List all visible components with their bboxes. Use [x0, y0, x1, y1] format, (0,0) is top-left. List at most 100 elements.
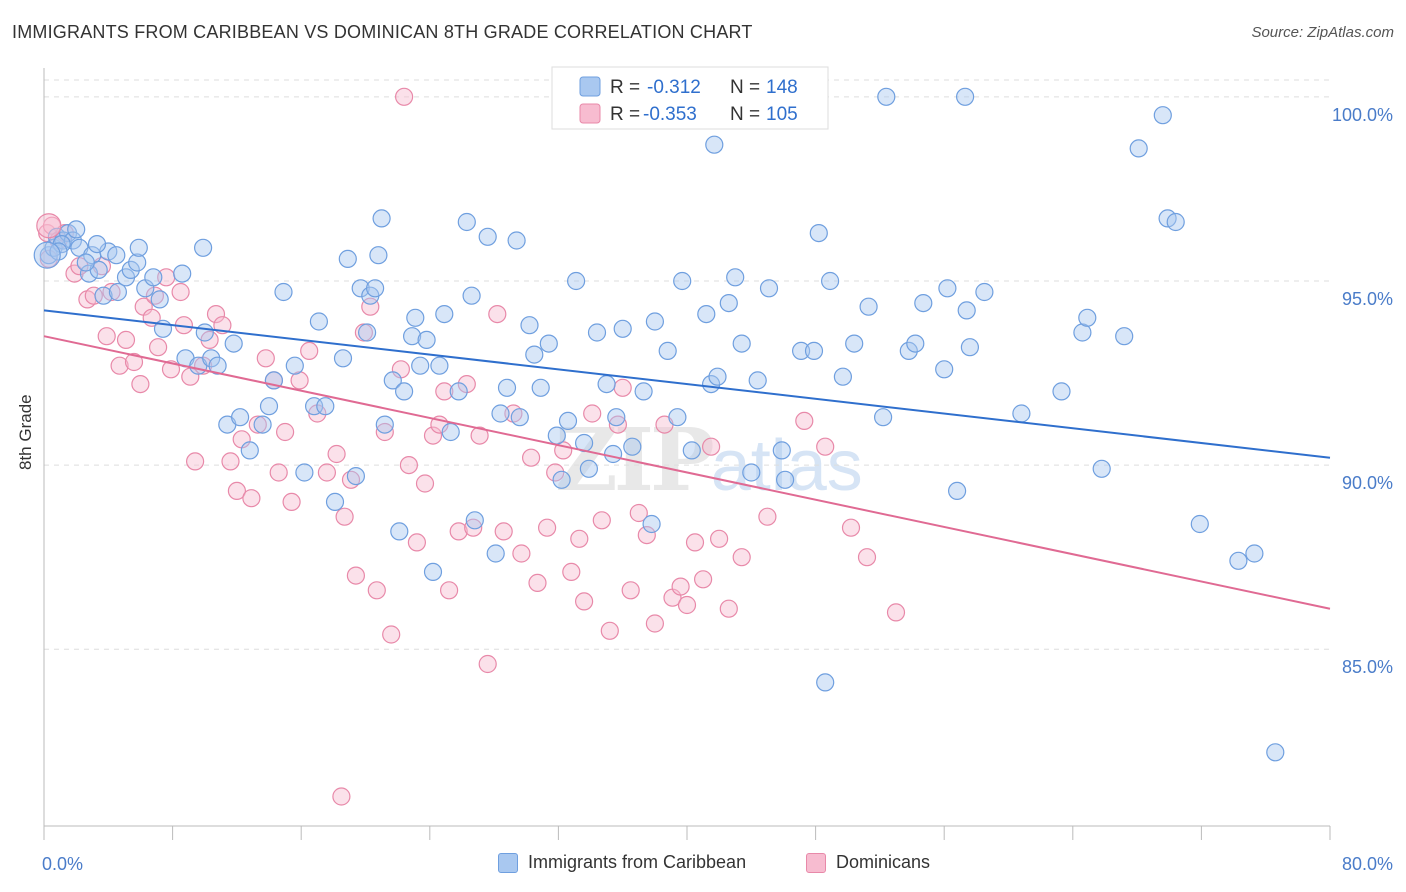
dominican-point [494, 522, 513, 541]
caribbean-point [705, 135, 724, 154]
dominican-point [886, 603, 906, 622]
caribbean-point [403, 327, 422, 346]
caribbean-point [366, 279, 385, 298]
dominican-point [637, 525, 656, 545]
dominican-point [570, 529, 589, 548]
caribbean-point [457, 212, 476, 232]
caribbean-point [129, 238, 148, 257]
legend-item-caribbean: Immigrants from Caribbean [498, 852, 746, 873]
caribbean-point [791, 341, 811, 360]
caribbean-point [682, 441, 701, 460]
dominican-point [795, 411, 814, 430]
caribbean-point [76, 253, 95, 272]
caribbean-point [316, 397, 335, 416]
caribbean-point [346, 467, 365, 486]
caribbean-point [338, 249, 357, 268]
legend-n-label-1: N = [730, 77, 760, 98]
caribbean-point [435, 305, 454, 324]
dominican-point [300, 341, 319, 360]
caribbean-point [406, 308, 425, 327]
caribbean-point [906, 334, 925, 353]
caribbean-point [833, 367, 853, 386]
caribbean-point [1012, 404, 1031, 423]
caribbean-point [372, 209, 391, 228]
caribbean-point [150, 290, 169, 309]
trend-line-caribbean [43, 309, 1331, 459]
caribbean-point [208, 356, 227, 375]
dominican-point [440, 581, 459, 600]
legend-n-value-1: 148 [766, 77, 798, 98]
y-tick-label: 95.0% [1342, 289, 1393, 309]
x-tick-label-max: 80.0% [1342, 854, 1393, 874]
caribbean-point [955, 87, 975, 106]
legend-r-label-2: R = [610, 104, 640, 125]
caribbean-point [107, 246, 126, 265]
dominican-point [512, 544, 531, 563]
caribbean-point [708, 367, 727, 386]
caribbean-point [816, 673, 835, 692]
legend-r-label-1: R = [610, 77, 640, 98]
dominican-point [407, 533, 426, 552]
caribbean-point [259, 397, 279, 416]
dominican-point [719, 599, 738, 618]
dominican-point [97, 327, 116, 346]
caribbean-point [697, 305, 716, 324]
caribbean-point [607, 408, 626, 427]
legend-label-dominicans: Dominicans [836, 852, 931, 872]
caribbean-point [935, 360, 954, 379]
dominican-point [600, 621, 619, 640]
caribbean-point [539, 334, 558, 353]
dominican-point [592, 511, 611, 530]
bottom-legend: Immigrants from Caribbean Dominicans [0, 852, 1406, 878]
caribbean-point [507, 231, 526, 250]
caribbean-point [224, 334, 243, 353]
dominican-point [537, 518, 557, 537]
dominican-point [562, 562, 581, 582]
dominican-point [546, 463, 565, 482]
dominican-point [478, 654, 497, 674]
caribbean-point [1052, 382, 1071, 401]
caribbean-point [423, 562, 443, 582]
caribbean-point [417, 330, 436, 349]
caribbean-point [1115, 327, 1134, 346]
caribbean-point [33, 241, 61, 269]
caribbean-point [375, 415, 394, 434]
dominican-point [732, 548, 751, 567]
dominican-point [131, 375, 150, 394]
caribbean-point [938, 279, 957, 298]
dominican-point [375, 422, 394, 442]
caribbean-point [94, 286, 113, 305]
caribbean-point [173, 264, 192, 283]
trend-lines [43, 309, 1331, 610]
caribbean-point [295, 463, 314, 482]
axes [43, 68, 1331, 840]
caribbean-point [121, 260, 140, 279]
caribbean-point [732, 334, 751, 353]
dominican-point [449, 522, 468, 541]
dominican-point [221, 452, 240, 471]
caribbean-point [587, 323, 607, 342]
dominican-point [608, 415, 628, 434]
dominican-point [645, 614, 665, 633]
dominican-point [528, 573, 547, 593]
caribbean-point [325, 492, 345, 511]
caribbean-point [465, 511, 484, 530]
dominican-point [671, 577, 690, 596]
caribbean-point [742, 463, 761, 482]
caribbean-point [719, 294, 738, 313]
dominican-point [269, 463, 288, 482]
watermark: ZIPatlas [555, 410, 863, 511]
y-tick-label: 85.0% [1342, 657, 1393, 677]
dominican-point [613, 378, 632, 397]
x-tick-label-min: 0.0% [42, 854, 83, 874]
dominican-point [464, 518, 483, 537]
caribbean-point [597, 375, 616, 394]
legend-item-dominicans: Dominicans [806, 852, 930, 873]
dominican-point [335, 507, 354, 526]
dominican-point [693, 570, 713, 589]
caribbean-point [520, 316, 539, 335]
dominican-point [327, 444, 346, 464]
caribbean-point [108, 282, 128, 302]
caribbean-point [1129, 139, 1148, 158]
